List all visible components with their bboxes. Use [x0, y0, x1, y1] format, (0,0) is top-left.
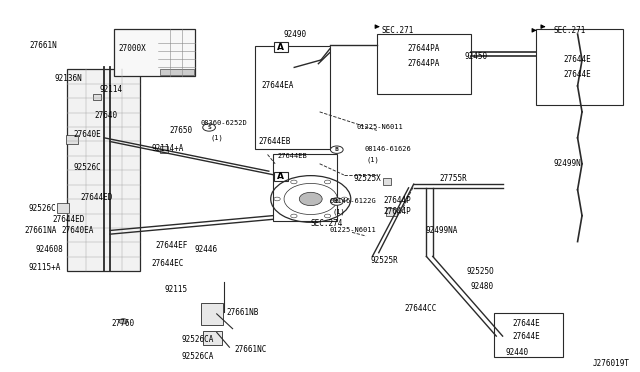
- Bar: [273, 154, 337, 221]
- Text: A: A: [277, 172, 284, 181]
- Circle shape: [330, 146, 343, 153]
- Circle shape: [300, 192, 322, 206]
- Bar: [274, 171, 288, 181]
- Text: 27644E: 27644E: [512, 319, 540, 328]
- Text: 92446: 92446: [195, 244, 218, 253]
- Text: 27640E: 27640E: [74, 129, 102, 139]
- Text: 27000X: 27000X: [118, 44, 146, 53]
- Text: 27644EB: 27644EB: [258, 137, 291, 146]
- Text: 92526C: 92526C: [74, 163, 102, 172]
- Text: 27644EC: 27644EC: [152, 259, 184, 268]
- Circle shape: [291, 214, 297, 218]
- Bar: [201, 303, 223, 325]
- Text: A: A: [277, 42, 284, 51]
- Bar: [274, 42, 288, 52]
- Bar: [536, 29, 623, 105]
- Circle shape: [274, 197, 280, 201]
- Text: (1): (1): [211, 135, 223, 141]
- Text: 27644EA: 27644EA: [261, 81, 294, 90]
- Text: 92525X: 92525X: [353, 174, 381, 183]
- Text: 27640EA: 27640EA: [61, 226, 93, 235]
- Text: 92114+A: 92114+A: [151, 144, 184, 153]
- Text: 27644PA: 27644PA: [407, 44, 440, 53]
- Text: 27644CC: 27644CC: [404, 304, 436, 313]
- Text: 27644P: 27644P: [384, 208, 412, 217]
- Circle shape: [330, 198, 343, 205]
- Text: 924608: 924608: [36, 244, 63, 253]
- Text: 92525O: 92525O: [467, 267, 494, 276]
- Text: 92499NA: 92499NA: [425, 226, 458, 235]
- Text: B: B: [335, 147, 339, 152]
- Text: 92440: 92440: [506, 348, 529, 357]
- Bar: [377, 34, 471, 94]
- Circle shape: [203, 124, 216, 131]
- Text: 92114: 92114: [99, 85, 122, 94]
- Text: 92525R: 92525R: [371, 256, 398, 264]
- Bar: [160, 146, 168, 153]
- Text: 92490: 92490: [284, 29, 307, 39]
- Text: 92526CA: 92526CA: [182, 352, 214, 361]
- Text: (1): (1): [366, 157, 379, 163]
- Text: SEC.271: SEC.271: [382, 26, 414, 35]
- Bar: [57, 203, 68, 213]
- Bar: [159, 69, 194, 75]
- Text: 92136N: 92136N: [54, 74, 83, 83]
- Bar: [494, 314, 563, 357]
- Text: 01225-N6011: 01225-N6011: [330, 227, 376, 234]
- Text: 92499N: 92499N: [554, 159, 581, 168]
- Text: 92480: 92480: [471, 282, 494, 291]
- Circle shape: [324, 180, 331, 184]
- Text: 27760: 27760: [112, 319, 135, 328]
- Text: S: S: [207, 125, 211, 130]
- Text: 08146-61626: 08146-61626: [365, 146, 412, 152]
- Text: 92115: 92115: [164, 285, 188, 294]
- Bar: [203, 331, 222, 345]
- Text: 27644E: 27644E: [563, 55, 591, 64]
- Text: 27644PA: 27644PA: [407, 59, 440, 68]
- Bar: [93, 94, 101, 100]
- Circle shape: [119, 319, 128, 324]
- Text: 27644ED: 27644ED: [52, 215, 85, 224]
- Text: 92526CA: 92526CA: [182, 335, 214, 344]
- Text: (1): (1): [332, 209, 345, 215]
- Text: 27644EF: 27644EF: [155, 241, 188, 250]
- Bar: [66, 135, 77, 144]
- Text: B: B: [335, 199, 339, 204]
- Text: 27755R: 27755R: [439, 174, 467, 183]
- Text: 92115+A: 92115+A: [28, 263, 60, 272]
- Circle shape: [291, 180, 297, 184]
- Text: J276019T: J276019T: [593, 359, 630, 368]
- Bar: [67, 69, 140, 271]
- Text: SEC.274: SEC.274: [310, 219, 342, 228]
- Text: 27644P: 27644P: [384, 196, 412, 205]
- Text: SEC.271: SEC.271: [554, 26, 586, 35]
- Text: 27644E: 27644E: [512, 331, 540, 341]
- Text: 27661NB: 27661NB: [226, 308, 259, 317]
- Text: 27661NC: 27661NC: [234, 344, 267, 353]
- Bar: [255, 46, 330, 149]
- Text: 27644EB: 27644EB: [277, 153, 307, 159]
- Text: 01225-N6011: 01225-N6011: [356, 124, 403, 130]
- Text: 27650: 27650: [169, 126, 192, 135]
- Text: 08360-6252D: 08360-6252D: [201, 120, 248, 126]
- Text: 08146-6122G: 08146-6122G: [330, 198, 376, 204]
- Bar: [387, 208, 397, 216]
- Text: 27644ED: 27644ED: [80, 193, 113, 202]
- Circle shape: [324, 214, 331, 218]
- Bar: [383, 178, 392, 185]
- Text: 92526C: 92526C: [28, 204, 56, 213]
- Circle shape: [341, 197, 348, 201]
- Text: 27644E: 27644E: [563, 70, 591, 79]
- Text: 27661NA: 27661NA: [25, 226, 57, 235]
- Text: 92450: 92450: [465, 52, 488, 61]
- Text: 27640: 27640: [95, 111, 118, 120]
- Bar: [114, 29, 195, 76]
- Text: 27661N: 27661N: [29, 41, 57, 50]
